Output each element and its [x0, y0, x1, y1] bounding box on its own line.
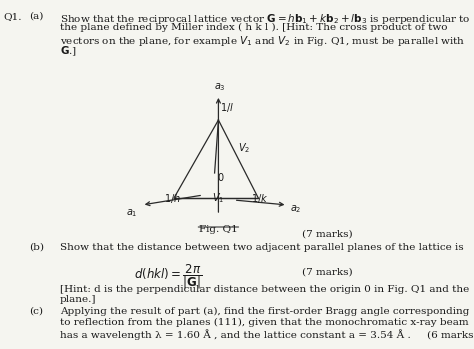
Text: $1/l$: $1/l$ — [220, 101, 234, 113]
Text: $1/h$: $1/h$ — [164, 192, 181, 205]
Text: (7 marks): (7 marks) — [302, 268, 353, 277]
Text: [Hint: d is the perpendicular distance between the origin 0 in Fig. Q1 and the: [Hint: d is the perpendicular distance b… — [60, 285, 469, 294]
Text: (7 marks): (7 marks) — [302, 230, 353, 239]
Text: plane.]: plane.] — [60, 295, 96, 304]
Text: vectors on the plane, for example $V_1$ and $V_2$ in Fig. Q1, must be parallel w: vectors on the plane, for example $V_1$ … — [60, 34, 465, 48]
Text: $0$: $0$ — [217, 171, 224, 183]
Text: Show that the reciprocal lattice vector $\mathbf{G} = h\mathbf{b}_1 + k\mathbf{b: Show that the reciprocal lattice vector … — [60, 12, 471, 26]
Text: has a wavelength λ = 1.60 Å , and the lattice constant a = 3.54 Å .     (6 marks: has a wavelength λ = 1.60 Å , and the la… — [60, 329, 474, 340]
Text: $d(hkl) = \dfrac{2\pi}{|\mathbf{G}|}$: $d(hkl) = \dfrac{2\pi}{|\mathbf{G}|}$ — [134, 262, 202, 291]
Text: $a_1$: $a_1$ — [127, 207, 138, 219]
Text: (b): (b) — [29, 243, 44, 252]
Text: $a_2$: $a_2$ — [291, 203, 302, 215]
Text: $V_1$: $V_1$ — [212, 191, 225, 205]
Text: $\mathbf{G}$.]: $\mathbf{G}$.] — [60, 45, 77, 59]
Text: to reflection from the planes (111), given that the monochromatic x-ray beam: to reflection from the planes (111), giv… — [60, 318, 468, 327]
Text: $a_3$: $a_3$ — [214, 81, 226, 93]
Text: Applying the result of part (a), find the first-order Bragg angle corresponding: Applying the result of part (a), find th… — [60, 307, 469, 316]
Text: Q1.: Q1. — [4, 12, 22, 21]
Text: Fig. Q1: Fig. Q1 — [199, 225, 238, 234]
Text: $V_2$: $V_2$ — [238, 141, 251, 155]
Text: the plane defined by Miller index ( h k l ). [Hint: The cross product of two: the plane defined by Miller index ( h k … — [60, 23, 447, 32]
Text: (c): (c) — [29, 307, 43, 316]
Text: $1/k$: $1/k$ — [251, 192, 269, 205]
Text: Show that the distance between two adjacent parallel planes of the lattice is: Show that the distance between two adjac… — [60, 243, 464, 252]
Text: (a): (a) — [29, 12, 44, 21]
